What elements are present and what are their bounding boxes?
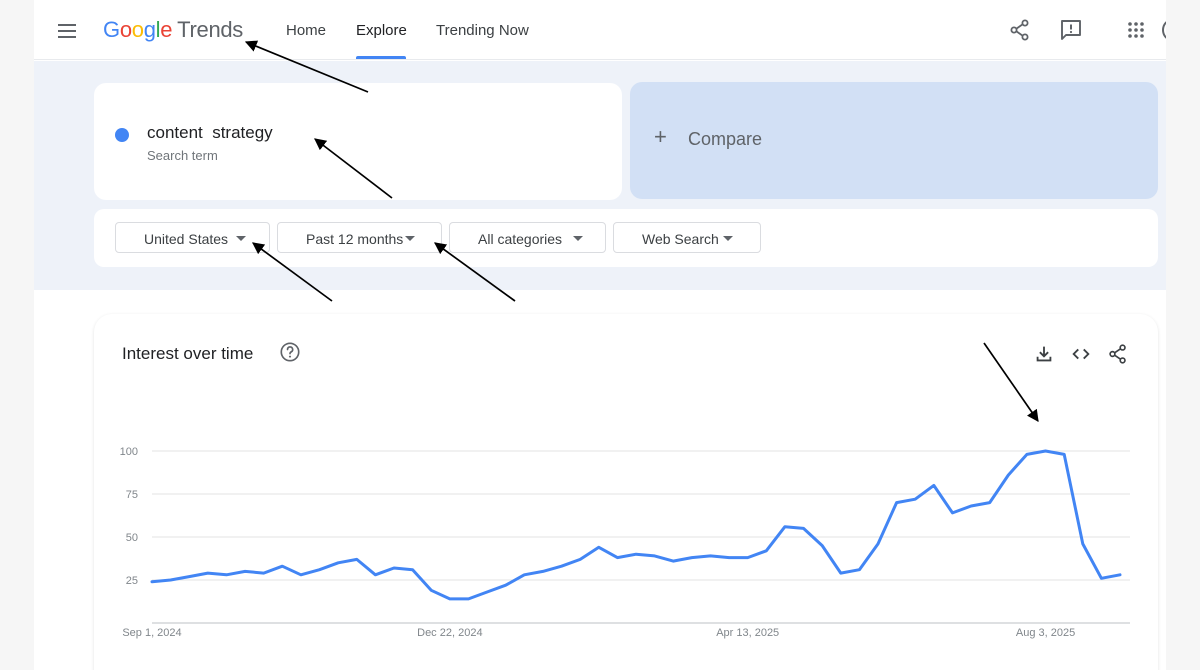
series-line: [150, 449, 1122, 601]
y-tick-label: 100: [120, 446, 138, 458]
interest-over-time-card: Interest over time 100 75 50 25 Sep 1, 2024 D…: [94, 314, 1158, 670]
caret-down-icon: [573, 236, 583, 241]
google-trends-logo[interactable]: Google Trends: [103, 17, 243, 43]
app-frame: Google Trends Home Explore Trending Now: [34, 0, 1166, 670]
search-term-sublabel: Search term: [147, 148, 218, 163]
interest-chart: 100 75 50 25 Sep 1, 2024 Dec 22, 2024 Apr 13, …: [120, 446, 1130, 639]
time-range-value: Past 12 months: [306, 231, 404, 247]
plus-icon: +: [654, 124, 667, 149]
embed-icon[interactable]: [1070, 343, 1092, 365]
share-icon[interactable]: [1008, 18, 1032, 42]
region-value: United States: [144, 231, 229, 247]
menu-icon[interactable]: [54, 18, 80, 44]
help-icon[interactable]: [279, 341, 301, 363]
region-dropdown[interactable]: United States: [115, 222, 270, 253]
caret-down-icon: [405, 236, 415, 241]
x-tick-label: Sep 1, 2024: [122, 627, 181, 639]
y-tick-label: 50: [126, 532, 138, 544]
property-dropdown[interactable]: Web Search: [613, 222, 761, 253]
feedback-icon[interactable]: [1059, 18, 1083, 42]
x-tick-label: Dec 22, 2024: [417, 627, 482, 639]
caret-down-icon: [723, 236, 733, 241]
top-bar: Google Trends Home Explore Trending Now: [34, 0, 1166, 60]
time-range-dropdown[interactable]: Past 12 months: [277, 222, 442, 253]
chart-title: Interest over time: [122, 344, 254, 363]
y-tick-label: 25: [126, 575, 138, 587]
compare-label: Compare: [688, 129, 763, 149]
y-tick-label: 75: [126, 489, 138, 501]
category-dropdown[interactable]: All categories: [449, 222, 606, 253]
search-term-card[interactable]: content strategy Search term: [94, 83, 622, 200]
active-tab-indicator: [356, 56, 406, 59]
apps-icon[interactable]: [1124, 18, 1148, 42]
x-tick-label: Apr 13, 2025: [716, 627, 779, 639]
caret-down-icon: [236, 236, 246, 241]
property-value: Web Search: [642, 231, 719, 247]
term-color-dot: [115, 128, 129, 142]
category-value: All categories: [478, 231, 563, 247]
logo-trends-text: Trends: [177, 17, 244, 42]
share-icon[interactable]: [1107, 343, 1129, 365]
x-tick-label: Aug 3, 2025: [1016, 627, 1075, 639]
search-panel: content strategy Search term + Compare U…: [34, 61, 1166, 290]
nav-explore[interactable]: Explore: [356, 22, 407, 39]
account-avatar[interactable]: [1162, 19, 1166, 41]
nav-home[interactable]: Home: [286, 22, 327, 39]
filter-bar: United States Past 12 months All categor…: [94, 209, 1158, 267]
compare-button[interactable]: + Compare: [630, 82, 1158, 199]
logo-google-wordmark: Google: [103, 17, 173, 42]
search-term[interactable]: content strategy: [147, 123, 273, 142]
nav-trending-now[interactable]: Trending Now: [436, 22, 529, 39]
